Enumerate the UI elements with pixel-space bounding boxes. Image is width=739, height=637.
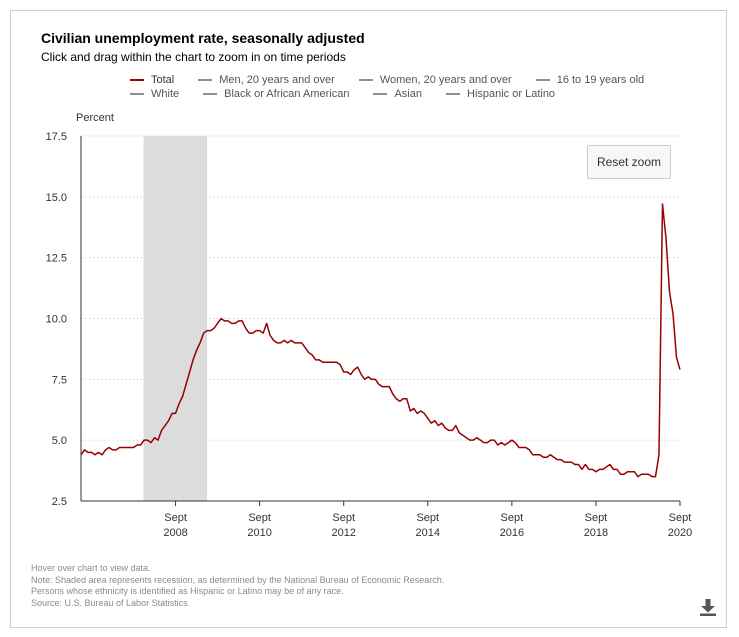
legend-label: Asian <box>394 88 422 100</box>
x-tick-label-month: Sept <box>416 512 439 524</box>
legend-item-men-20-and-over[interactable]: Men, 20 years and over <box>198 73 335 87</box>
legend-label: Total <box>151 74 175 86</box>
legend-item-total[interactable]: Total <box>130 73 174 87</box>
x-tick-label-month: Sept <box>669 512 692 524</box>
legend-item-asian[interactable]: Asian <box>373 87 422 101</box>
x-tick-label-year: 2016 <box>500 527 524 539</box>
x-tick-label-year: 2020 <box>668 527 692 539</box>
note-source: Source: U.S. Bureau of Labor Statistics. <box>31 597 191 608</box>
x-tick-label-month: Sept <box>332 512 355 524</box>
y-tick-label: 12.5 <box>46 253 67 265</box>
chart-title: Civilian unemployment rate, seasonally a… <box>41 30 365 46</box>
y-tick-label: 7.5 <box>52 374 67 386</box>
series-line-total[interactable] <box>80 203 681 478</box>
recession-band <box>143 136 208 501</box>
legend-swatch-total <box>130 79 144 81</box>
legend-swatch-hispanic <box>446 93 460 95</box>
x-ticks: Sept 2008 Sept 2010 Sept 2012 Sept 2014 Sept 2016… <box>163 501 692 539</box>
x-tick-label-year: 2014 <box>416 527 440 539</box>
chart-notes: Hover over chart to view data. Note: Sha… <box>31 563 444 609</box>
legend-label: Women, 20 years and over <box>379 74 512 86</box>
legend-swatch-men <box>198 79 213 81</box>
legend-item-white[interactable]: White <box>130 87 179 101</box>
legend-label: Men, 20 years and over <box>219 74 335 86</box>
legend-swatch-white <box>130 93 144 95</box>
x-tick-label-month: Sept <box>248 512 271 524</box>
legend-label: 16 to 19 years old <box>556 74 645 86</box>
legend-item-16-to-19[interactable]: 16 to 19 years old <box>535 73 645 87</box>
x-tick-label-month: Sept <box>164 512 187 524</box>
legend-label: Black or African American <box>224 88 350 100</box>
legend-swatch-black <box>203 93 218 95</box>
x-tick-label-month: Sept <box>501 512 524 524</box>
note-hover: Hover over chart to view data. <box>31 563 151 573</box>
reset-zoom-button[interactable]: Reset zoom <box>587 145 671 179</box>
x-tick-label-year: 2012 <box>331 527 355 539</box>
y-tick-label: 15.0 <box>46 192 67 204</box>
legend-row-2: White Black or African American Asian Hi… <box>130 87 579 101</box>
y-tick-label: 5.0 <box>52 435 67 447</box>
y-tick-label: 17.5 <box>46 131 67 143</box>
y-ticks: 17.5 15.0 12.5 10.0 7.5 5.0 2.5 <box>46 131 67 508</box>
x-tick-label-year: 2008 <box>163 527 187 539</box>
legend-item-black[interactable]: Black or African American <box>203 87 349 101</box>
x-tick-label-month: Sept <box>585 512 608 524</box>
legend-item-women-20-and-over[interactable]: Women, 20 years and over <box>358 73 512 87</box>
legend-swatch-teens <box>535 79 550 81</box>
y-axis-label: Percent <box>76 112 114 124</box>
legend-label: Hispanic or Latino <box>467 88 556 100</box>
legend-swatch-women <box>358 79 373 81</box>
axes <box>80 136 680 502</box>
x-tick-label-year: 2018 <box>584 527 608 539</box>
note-ethnicity: Persons whose ethnicity is identified as… <box>31 586 344 596</box>
download-icon[interactable] <box>698 597 718 617</box>
x-tick-label-year: 2010 <box>247 527 271 539</box>
legend-row-1: Total Men, 20 years and over Women, 20 y… <box>130 73 668 87</box>
y-tick-label: 2.5 <box>52 496 67 508</box>
note-recession: Note: Shaded area represents recession, … <box>31 574 445 585</box>
chart-subtitle: Click and drag within the chart to zoom … <box>41 50 346 64</box>
legend-item-hispanic[interactable]: Hispanic or Latino <box>446 87 555 101</box>
recession-band-group <box>143 136 208 501</box>
legend-label: White <box>151 88 180 100</box>
series-group <box>80 203 681 478</box>
legend-swatch-asian <box>373 93 388 95</box>
y-tick-label: 10.0 <box>46 314 67 326</box>
